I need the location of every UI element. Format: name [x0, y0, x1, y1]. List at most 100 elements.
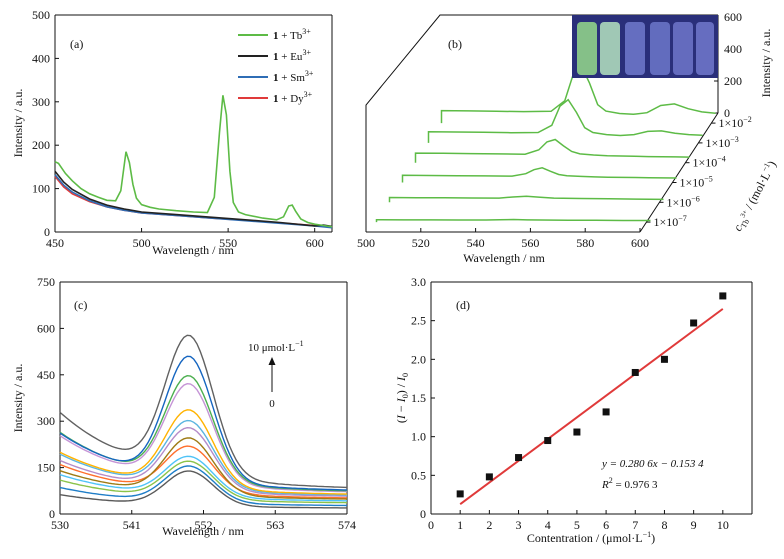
d-data-point — [456, 490, 464, 498]
b-series-line — [414, 138, 690, 163]
b-depth-tick-label: 1×10−2 — [719, 115, 752, 130]
b-curves — [375, 64, 716, 223]
a-y-tick-label: 0 — [44, 225, 50, 239]
c-x-tick-label: 530 — [51, 518, 69, 532]
d-y-tick-label: 2.0 — [411, 352, 426, 366]
b-x-tick-label: 560 — [521, 236, 539, 250]
c-ticks: 530 541 552 563 574 0 150 300 450 600 750 — [37, 275, 356, 532]
a-y-label: Intensity / a.u. — [11, 89, 25, 158]
d-data-point — [719, 292, 727, 300]
a-curves — [54, 95, 333, 229]
b-x-tick-label: 580 — [576, 236, 594, 250]
d-x-tick-label: 4 — [545, 518, 551, 532]
c-curves — [59, 334, 348, 509]
d-fit — [459, 308, 724, 505]
b-x-tick-label: 600 — [631, 236, 649, 250]
d-data-point — [660, 355, 668, 363]
c-x-label: Wavelength / nm — [162, 524, 244, 538]
a-y-tick-label: 300 — [32, 95, 50, 109]
d-x-tick-label: 0 — [428, 518, 434, 532]
c-spectrum-line — [59, 465, 348, 507]
panel-d: 0 1 2 3 4 5 6 7 8 9 10 0 0.5 1.0 1.5 2.0 2.5 3.0 (d) Cont… — [394, 275, 753, 545]
panel-b: 500 520 540 560 580 600 1×10−7 1×10−6 1×10−5 1×10… — [357, 10, 780, 265]
a-x-tick-label: 550 — [219, 236, 237, 250]
d-x-tick-label: 10 — [717, 518, 729, 532]
b-series-line — [427, 98, 703, 143]
c-y-tick-label: 150 — [37, 461, 55, 475]
a-legend-label: 1 + Sm3+ — [273, 69, 314, 84]
d-x-label: Contentration / (μmol·L−1) — [527, 530, 655, 545]
a-y-tick-label: 200 — [32, 138, 50, 152]
a-y-tick-label: 100 — [32, 182, 50, 196]
a-series-line — [54, 95, 333, 228]
b-z-tick-label: 0 — [724, 106, 730, 120]
d-x-tick-label: 6 — [603, 518, 609, 532]
d-data-point — [602, 408, 610, 416]
c-x-tick-label: 552 — [195, 518, 213, 532]
b-panel-label: (b) — [448, 37, 462, 51]
a-x-tick-label: 600 — [306, 236, 324, 250]
d-data-point — [485, 473, 493, 481]
d-y-tick-label: 1.5 — [411, 391, 426, 405]
a-y-tick-label: 500 — [32, 8, 50, 22]
a-ticks: 450 500 550 600 0 100 200 300 400 500 — [32, 8, 324, 250]
vial-6 — [696, 22, 714, 75]
d-x-tick-label: 3 — [516, 518, 522, 532]
d-r2: R2 = 0.976 3 — [601, 476, 658, 491]
b-z-tick-label: 600 — [724, 10, 742, 24]
b-series-line — [440, 64, 716, 124]
d-fit-line — [459, 308, 724, 505]
d-y-tick-label: 3.0 — [411, 275, 426, 289]
b-z-tick-label: 400 — [724, 42, 742, 56]
b-series-line — [388, 195, 664, 203]
c-x-tick-label: 574 — [338, 518, 356, 532]
d-x-tick-label: 2 — [486, 518, 492, 532]
b-series-line — [375, 218, 651, 223]
vial-photo-inset — [572, 15, 718, 78]
c-y-tick-label: 600 — [37, 321, 55, 335]
d-points — [456, 292, 727, 498]
vial-5 — [673, 22, 693, 75]
b-depth-label: cTb3+ / (mol·L−1) — [729, 158, 780, 234]
b-depth-tick-label: 1×10−4 — [693, 155, 726, 170]
c-spectrum-line — [59, 460, 348, 504]
d-x-tick-label: 8 — [661, 518, 667, 532]
a-series-line — [54, 170, 333, 228]
b-x-tick-label: 520 — [412, 236, 430, 250]
a-y-tick-label: 400 — [32, 51, 50, 65]
d-x-tick-label: 7 — [632, 518, 638, 532]
vial-4 — [650, 22, 670, 75]
d-fit-equation: y = 0.280 6x − 0.153 4 — [601, 458, 704, 470]
panel-a: 450 500 550 600 0 100 200 300 400 500 (a) Wavelen… — [11, 8, 333, 257]
c-spectrum-line — [59, 426, 348, 497]
c-x-tick-label: 541 — [123, 518, 141, 532]
d-panel-label: (d) — [456, 298, 470, 312]
a-x-label: Wavelength / nm — [152, 243, 234, 257]
a-panel-label: (a) — [70, 37, 83, 51]
b-depth-tick-label: 1×10−3 — [706, 135, 739, 150]
vial-2 — [600, 22, 620, 75]
a-legend-label: 1 + Dy3+ — [273, 90, 313, 105]
d-ticks: 0 1 2 3 4 5 6 7 8 9 10 0 0.5 1.0 1.5 2.0 2.5 3.0 — [411, 275, 729, 532]
vial-1 — [577, 22, 597, 75]
b-x-tick-label: 540 — [467, 236, 485, 250]
a-x-tick-label: 500 — [133, 236, 151, 250]
c-arrow-top-label: 10 μmol·L−1 — [248, 339, 304, 354]
c-y-tick-label: 450 — [37, 368, 55, 382]
d-y-tick-label: 2.5 — [411, 314, 426, 328]
d-data-point — [631, 368, 639, 376]
c-spectrum-line — [59, 355, 347, 491]
d-data-point — [573, 428, 581, 436]
d-data-point — [544, 437, 552, 445]
c-y-tick-label: 0 — [49, 507, 55, 521]
c-spectrum-line — [59, 455, 347, 502]
d-data-point — [690, 319, 698, 327]
a-legend-label: 1 + Eu3+ — [273, 48, 311, 63]
c-y-tick-label: 300 — [37, 414, 55, 428]
b-z-label: Intensity / a.u. — [759, 29, 773, 98]
c-arrowhead — [268, 357, 276, 365]
b-z-tick-label: 200 — [724, 74, 742, 88]
d-x-tick-label: 5 — [574, 518, 580, 532]
b-ticks: 500 520 540 560 580 600 1×10−7 1×10−6 1×10−5 1×10… — [357, 10, 752, 250]
